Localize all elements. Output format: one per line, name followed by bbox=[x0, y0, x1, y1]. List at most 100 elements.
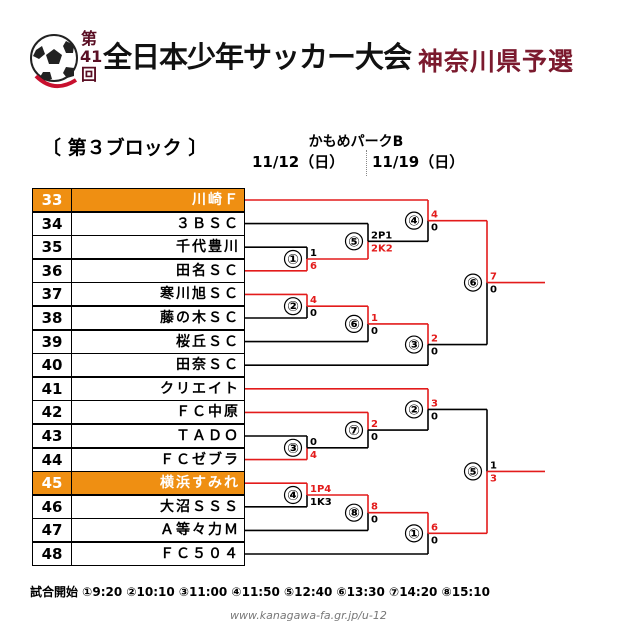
match-number-circle bbox=[404, 400, 424, 419]
score-bottom: 0 bbox=[431, 223, 438, 234]
edition-prefix: 第 bbox=[80, 29, 97, 48]
match-number-circle bbox=[463, 273, 483, 292]
match-date-2: 11/19（日） bbox=[372, 153, 465, 171]
score-bottom: 0 bbox=[371, 432, 378, 443]
team-name: クリエイト bbox=[160, 380, 240, 397]
tournament-title: 全日本少年サッカー大会 bbox=[103, 40, 412, 74]
score-bottom: 1K3 bbox=[310, 497, 332, 508]
team-row: 37 寒川旭ＳＣ bbox=[32, 282, 245, 307]
team-name: ＴＡＤＯ bbox=[176, 428, 240, 444]
match-number-circle bbox=[283, 485, 303, 505]
team-name: ３ＢＳＣ bbox=[176, 215, 240, 232]
match-number: ⑦ bbox=[348, 423, 360, 439]
team-row: 44 ＦＣゼブラ bbox=[32, 447, 245, 472]
team-seed: 48 bbox=[33, 543, 72, 565]
team-name: 田名ＳＣ bbox=[176, 262, 240, 279]
match-number: ② bbox=[408, 402, 420, 418]
score-bottom: 6 bbox=[310, 261, 317, 272]
team-row: 47 Ａ等々力Ｍ bbox=[32, 518, 245, 543]
team-row: 38 藤の木ＳＣ bbox=[32, 306, 245, 330]
score-top: 4 bbox=[310, 295, 317, 306]
kickoff-schedule: 試合開始 ①9:20 ②10:10 ③11:00 ④11:50 ⑤12:40 ⑥… bbox=[30, 585, 490, 599]
match-number-circle bbox=[404, 335, 424, 354]
score-bottom: 0 bbox=[431, 411, 438, 422]
match-number-circle bbox=[283, 297, 303, 316]
team-seed: 35 bbox=[33, 236, 72, 259]
match-number-circle bbox=[344, 314, 364, 333]
team-seed: 39 bbox=[33, 330, 72, 353]
team-seed: 43 bbox=[33, 425, 72, 447]
score-bottom: 0 bbox=[310, 308, 317, 319]
score-top: 1P4 bbox=[310, 484, 331, 495]
team-row: 39 桜丘ＳＣ bbox=[32, 329, 245, 354]
match-number: ① bbox=[408, 526, 420, 542]
team-seed: 40 bbox=[33, 354, 72, 377]
score-bottom: 0 bbox=[371, 326, 378, 337]
score-top: 0 bbox=[310, 437, 317, 448]
score-top: 2 bbox=[431, 334, 438, 345]
team-name: 寒川旭ＳＣ bbox=[160, 286, 240, 303]
match-number-circle bbox=[344, 232, 364, 251]
team-name: 田奈ＳＣ bbox=[176, 357, 240, 374]
team-row: 42 ＦＣ中原 bbox=[32, 400, 245, 425]
block-label: 〔 第３ブロック 〕 bbox=[42, 137, 208, 159]
match-number: ② bbox=[287, 299, 299, 315]
team-name: 桜丘ＳＣ bbox=[176, 333, 240, 350]
score-top: 8 bbox=[371, 502, 378, 513]
team-seed: 47 bbox=[33, 519, 72, 542]
team-row: 34 ３ＢＳＣ bbox=[32, 211, 245, 236]
match-number-circle bbox=[463, 462, 483, 481]
match-number: ⑤ bbox=[467, 464, 479, 480]
team-row: 48 ＦＣ５０４ bbox=[32, 542, 245, 566]
team-seed: 44 bbox=[33, 448, 72, 471]
match-number: ④ bbox=[408, 214, 420, 230]
team-row: 46 大沼ＳＳＳ bbox=[32, 494, 245, 519]
team-row: 45 横浜すみれ bbox=[32, 471, 245, 496]
match-number: ① bbox=[287, 252, 299, 268]
match-number-circle bbox=[404, 524, 424, 543]
team-row: 40 田奈ＳＣ bbox=[32, 353, 245, 378]
score-bottom: 0 bbox=[371, 515, 378, 526]
venue-name: かもめパークB bbox=[308, 134, 404, 150]
team-row: 36 田名ＳＣ bbox=[32, 258, 245, 283]
score-top: 4 bbox=[431, 210, 438, 221]
score-bottom: 0 bbox=[431, 347, 438, 358]
team-seed: 41 bbox=[33, 377, 72, 400]
team-row: 43 ＴＡＤＯ bbox=[32, 424, 245, 448]
match-number-circle bbox=[404, 211, 424, 230]
match-number: ⑥ bbox=[467, 276, 479, 292]
score-top: 1 bbox=[490, 460, 497, 471]
match-number: ⑥ bbox=[348, 317, 360, 333]
team-seed: 38 bbox=[33, 307, 72, 329]
score-bottom: 3 bbox=[490, 473, 497, 484]
team-row: 41 クリエイト bbox=[32, 376, 245, 401]
match-number: ⑧ bbox=[348, 506, 360, 522]
edition-mark: 第 41 回 bbox=[80, 29, 103, 84]
team-seed: 36 bbox=[33, 259, 72, 282]
match-date-1: 11/12（日） bbox=[252, 153, 345, 171]
team-name: Ａ等々力Ｍ bbox=[160, 522, 240, 539]
edition-number: 41 bbox=[80, 47, 103, 66]
match-number: ③ bbox=[287, 441, 299, 457]
score-bottom: 0 bbox=[431, 535, 438, 546]
score-top: 2 bbox=[371, 419, 378, 430]
team-row: 33 川崎Ｆ bbox=[32, 188, 245, 212]
team-name: 千代豊川 bbox=[176, 239, 240, 256]
match-number-circle bbox=[283, 249, 303, 269]
score-bottom: 2K2 bbox=[371, 243, 393, 254]
team-seed: 45 bbox=[33, 472, 72, 495]
match-number-circle bbox=[344, 421, 364, 440]
soccer-ball-logo bbox=[30, 34, 78, 88]
team-name: 大沼ＳＳＳ bbox=[160, 498, 240, 515]
team-name: ＦＣゼブラ bbox=[160, 451, 240, 468]
score-bottom: 4 bbox=[310, 450, 317, 461]
team-seed: 34 bbox=[33, 212, 72, 235]
score-top: 7 bbox=[490, 272, 497, 283]
team-seed: 33 bbox=[33, 189, 72, 211]
match-number-circle bbox=[344, 503, 364, 522]
match-number-circle bbox=[283, 438, 303, 457]
team-seed: 46 bbox=[33, 495, 72, 518]
match-number: ⑤ bbox=[348, 234, 360, 250]
